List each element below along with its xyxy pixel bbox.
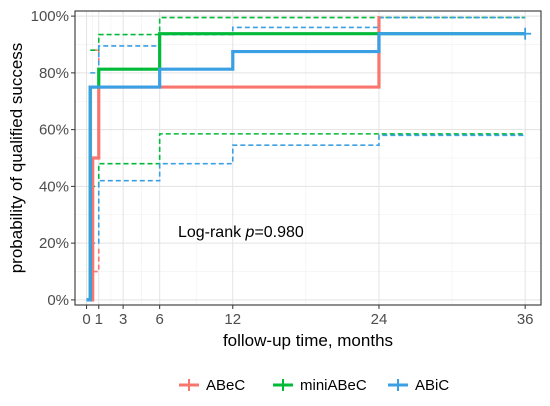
x-tick-label: 3 <box>119 311 127 328</box>
y-tick-label: 60% <box>39 122 69 139</box>
y-tick-label: 40% <box>39 178 69 195</box>
curve-abic <box>86 32 526 302</box>
x-tick-label: 24 <box>371 311 388 328</box>
x-axis-title: follow-up time, months <box>223 331 393 350</box>
y-tick-label: 100% <box>31 8 69 25</box>
y-tick-label: 0% <box>47 292 69 309</box>
gridlines <box>75 11 541 305</box>
panel-border <box>74 10 542 306</box>
upper-ci-miniabec <box>90 16 526 51</box>
curve-abec <box>86 16 381 302</box>
logrank-prefix: Log-rank <box>178 224 246 241</box>
x-tick-label: 12 <box>224 311 241 328</box>
y-axis-ticks: 0% 20% 40% 60% 80% 100% <box>31 8 75 309</box>
legend: ABeC miniABeC ABiC <box>179 377 449 394</box>
legend-label-abic: ABiC <box>415 377 449 394</box>
legend-label-abec: ABeC <box>206 377 245 394</box>
lower-ci-abic <box>90 134 526 244</box>
x-tick-label: 1 <box>95 311 103 328</box>
y-tick-label: 80% <box>39 65 69 82</box>
legend-label-miniabec: miniABeC <box>300 377 367 394</box>
logrank-p-value: =0.980 <box>254 224 303 241</box>
x-axis-ticks: 0 1 3 6 12 24 36 <box>82 305 534 328</box>
x-tick-label: 36 <box>517 311 534 328</box>
logrank-annotation: Log-rank p=0.980 <box>178 224 304 241</box>
logrank-p-symbol: p <box>245 224 255 241</box>
y-tick-label: 20% <box>39 235 69 252</box>
x-tick-label: 6 <box>156 311 164 328</box>
x-tick-label: 0 <box>82 311 90 328</box>
lower-ci-abec <box>92 248 100 273</box>
survival-curves <box>86 16 532 302</box>
y-axis-title: probability of qualified success <box>7 43 26 274</box>
